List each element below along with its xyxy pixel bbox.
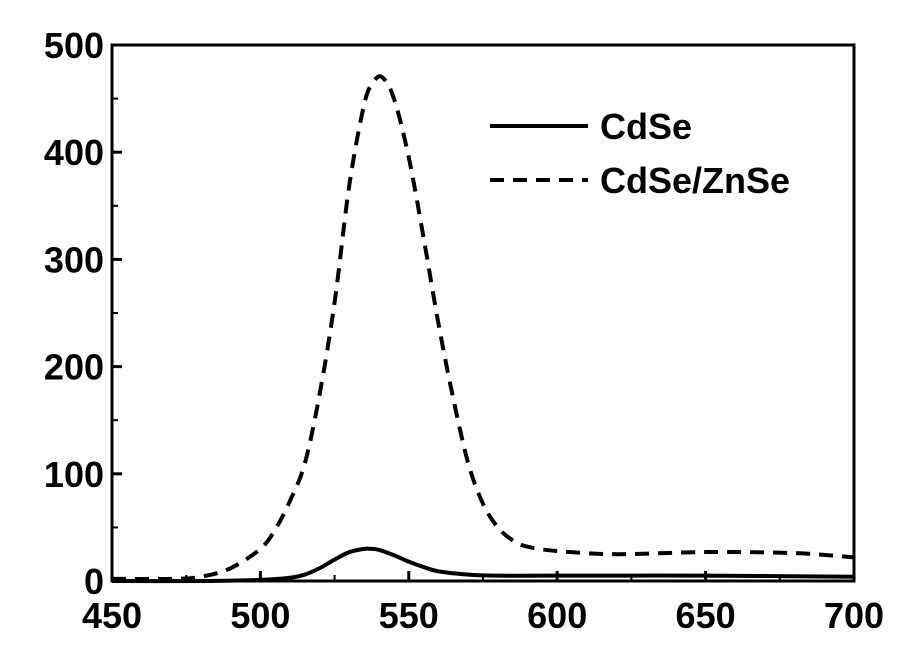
x-tick-label: 500: [230, 595, 290, 636]
y-tick-label: 0: [84, 561, 104, 602]
series-line-cdse-znse: [111, 74, 855, 582]
y-tick-label: 400: [44, 132, 104, 173]
y-tick-label: 500: [44, 25, 104, 66]
legend-label: CdSe/ZnSe: [600, 160, 790, 201]
x-tick-label: 700: [824, 595, 884, 636]
x-tick-label: 650: [676, 595, 736, 636]
legend-label: CdSe: [600, 106, 692, 147]
series-line-cdse: [111, 546, 855, 584]
axes: 450 500 550 600 650 700 0 100 200 300 400 500: [44, 25, 884, 636]
x-tick-label: 550: [379, 595, 439, 636]
x-tick-label: 600: [527, 595, 587, 636]
y-tick-label: 200: [44, 347, 104, 388]
legend: CdSe CdSe/ZnSe: [490, 106, 790, 201]
y-tick-label: 100: [44, 454, 104, 495]
x-tick-label: 450: [82, 595, 142, 636]
y-tick-label: 300: [44, 239, 104, 280]
series-layer: [111, 74, 855, 584]
